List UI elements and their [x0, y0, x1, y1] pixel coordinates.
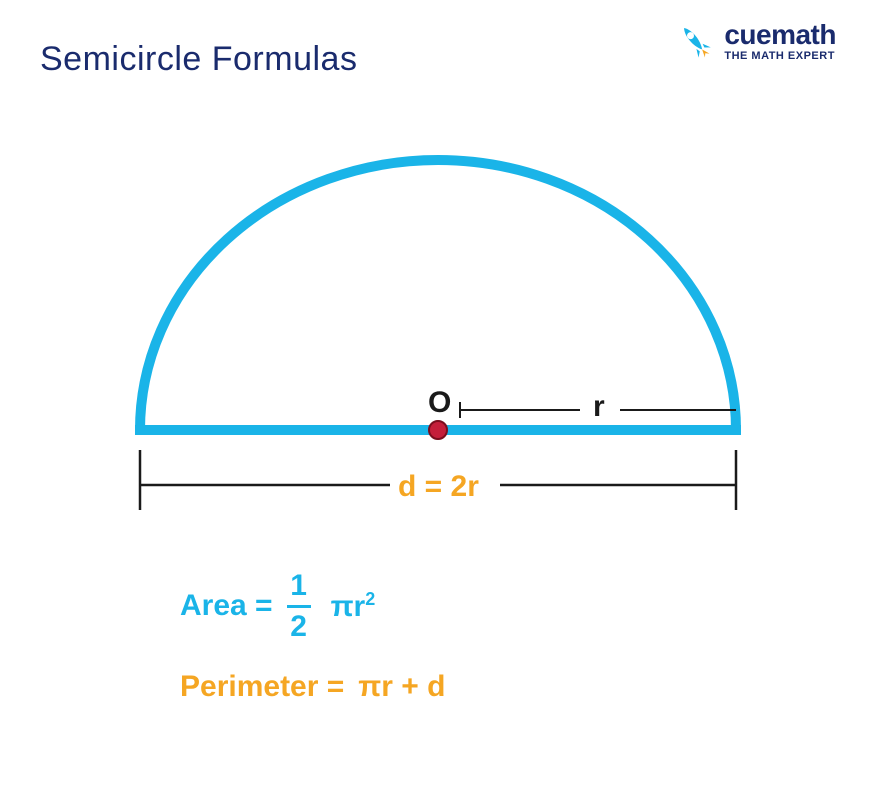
- perimeter-formula: Perimeter = πr + d: [180, 670, 445, 704]
- center-dot: [429, 421, 447, 439]
- fraction-line: [287, 605, 311, 608]
- area-term: πr: [331, 590, 366, 623]
- area-label: Area =: [180, 589, 273, 623]
- perimeter-term: πr + d: [358, 670, 445, 704]
- brand-logo: cuemath THE MATH EXPERT: [674, 20, 836, 62]
- area-pi-term: πr2: [331, 589, 376, 624]
- logo-sub-text: THE MATH EXPERT: [724, 51, 836, 62]
- radius-label: r: [593, 390, 605, 423]
- fraction-numerator: 1: [290, 570, 307, 602]
- fraction-denominator: 2: [290, 611, 307, 643]
- rocket-icon: [674, 20, 716, 62]
- area-exponent: 2: [365, 589, 375, 609]
- perimeter-label: Perimeter =: [180, 670, 344, 704]
- page-title: Semicircle Formulas: [40, 40, 357, 79]
- area-formula: Area = 1 2 πr2: [180, 570, 445, 642]
- area-fraction: 1 2: [287, 570, 311, 642]
- formulas-block: Area = 1 2 πr2 Perimeter = πr + d: [180, 570, 445, 732]
- diameter-label: d = 2r: [398, 470, 479, 503]
- center-label: O: [428, 386, 451, 419]
- semicircle-diagram: O r d = 2r: [100, 150, 776, 530]
- logo-main-text: cuemath: [724, 21, 836, 49]
